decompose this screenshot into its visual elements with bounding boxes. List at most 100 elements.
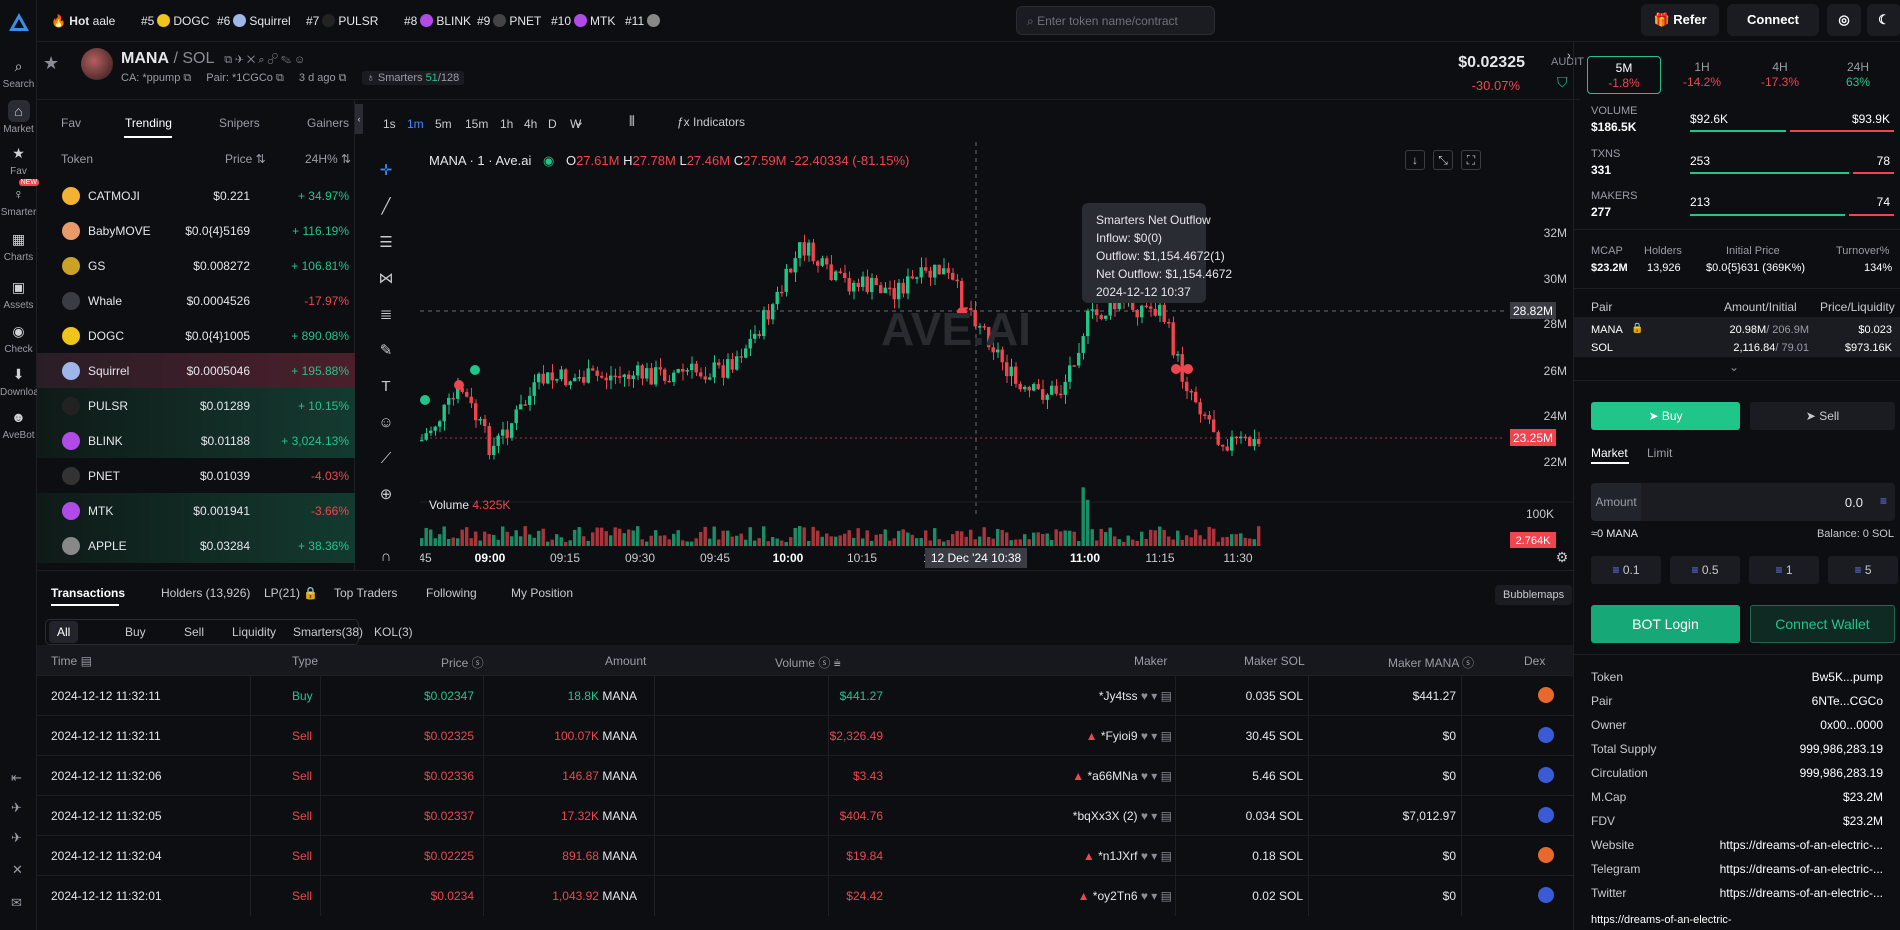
text-tool-icon[interactable]: T xyxy=(381,378,391,395)
table-row[interactable]: 2024-12-12 11:32:06 Sell $0.02336 146.87 MA… xyxy=(37,755,1573,796)
telegram-group-icon[interactable]: ✈ xyxy=(11,830,22,845)
nav-check[interactable]: ◉ Check xyxy=(0,320,37,355)
hot-item[interactable]: #8 BLINK xyxy=(404,14,471,28)
tab-trending[interactable]: Trending xyxy=(125,116,172,130)
refer-button[interactable]: 🎁 Refer xyxy=(1641,4,1719,36)
cell-maker[interactable]: ▲ *oy2Tn6 ♥ ▾ ▤ xyxy=(1077,889,1172,903)
candle-type-icon[interactable]: ⫴ xyxy=(629,113,635,129)
trending-row[interactable]: BabyMOVE $0.0{4}5169 + 116.19% xyxy=(37,213,355,248)
pattern-tool-icon[interactable]: ⋈ xyxy=(378,270,394,287)
trending-row[interactable]: GS $0.008272 + 106.81% xyxy=(37,248,355,283)
zoom-icon[interactable]: ⊕ xyxy=(379,486,393,503)
maker-actions-icon[interactable]: ♥ ▾ ▤ xyxy=(1137,729,1172,743)
timeframe-1s[interactable]: 1s xyxy=(383,117,396,131)
col-24h[interactable]: 24H% ⇅ xyxy=(305,152,352,166)
quick-amount-button[interactable]: ≡ 0.5 xyxy=(1670,556,1740,584)
cell-maker[interactable]: *bqXx3X (2) ♥ ▾ ▤ xyxy=(1072,809,1172,823)
expand-chevron-icon[interactable]: ⌄ xyxy=(1729,360,1740,374)
copy-icon[interactable]: ⧉ ✈ ✕ ⌕ ☍ ✎ ☺ xyxy=(224,54,306,66)
maker-actions-icon[interactable]: ♥ ▾ ▤ xyxy=(1137,889,1172,903)
period-4h[interactable]: 4H -17.3% xyxy=(1760,60,1800,89)
timeframe-W[interactable]: W xyxy=(570,117,582,131)
hot-item[interactable]: #5 DOGC xyxy=(141,14,209,28)
tab-my[interactable]: My Position xyxy=(511,586,574,600)
favorite-star-icon[interactable]: ★ xyxy=(43,53,60,73)
trending-row[interactable]: CATMOJI $0.221 + 34.97% xyxy=(37,178,355,213)
trending-row[interactable]: PULSR $0.01289 + 10.15% xyxy=(37,388,355,423)
filter-kol[interactable]: KOL(3) xyxy=(374,625,413,639)
arrow-down-icon[interactable]: ↓ xyxy=(1405,150,1425,170)
timeframe-1m[interactable]: 1m xyxy=(407,117,424,131)
dex-icon[interactable] xyxy=(1538,847,1554,863)
timeframe-15m[interactable]: 15m xyxy=(465,117,489,131)
horizontal-lines-icon[interactable]: ☰ xyxy=(379,234,393,251)
trending-row[interactable]: BLINK $0.01188 + 3,024.13% xyxy=(37,423,355,458)
hot-item[interactable]: #6 Squirrel xyxy=(217,14,291,28)
collapse-left-icon[interactable]: ‹ xyxy=(355,104,363,134)
cell-maker[interactable]: ▲ *Fyioi9 ♥ ▾ ▤ xyxy=(1085,729,1172,743)
filter-sell[interactable]: Sell xyxy=(184,625,205,639)
info-row[interactable]: Website https://dreams-of-an-electric-... xyxy=(1591,838,1883,852)
timeframe-4h[interactable]: 4h xyxy=(524,117,538,131)
col-price[interactable]: Price ⇅ xyxy=(225,152,266,166)
tab-transactions[interactable]: Transactions xyxy=(51,586,126,600)
hot-item-partial[interactable]: aale xyxy=(92,14,116,28)
hot-item[interactable]: #9 PNET xyxy=(477,14,541,28)
timeframe-5m[interactable]: 5m xyxy=(435,117,452,131)
nav-assets[interactable]: ▣ Assets xyxy=(0,276,37,311)
quick-amount-button[interactable]: ≡ 5 xyxy=(1828,556,1898,584)
dex-icon[interactable] xyxy=(1538,887,1554,903)
dex-icon[interactable] xyxy=(1538,727,1554,743)
cell-maker[interactable]: ▲ *a66MNa ♥ ▾ ▤ xyxy=(1072,769,1172,783)
compress-icon[interactable]: ⤡ xyxy=(1433,150,1453,170)
dex-icon[interactable] xyxy=(1538,767,1554,783)
nav-market[interactable]: ⌂ Market xyxy=(0,100,37,135)
filter-liquidity[interactable]: Liquidity xyxy=(232,625,277,639)
magnet-icon[interactable]: ∩ xyxy=(380,548,392,565)
table-row[interactable]: 2024-12-12 11:32:04 Sell $0.02225 891.68 MA… xyxy=(37,835,1573,876)
dex-icon[interactable] xyxy=(1538,687,1554,703)
tab-gainers[interactable]: Gainers xyxy=(307,116,350,130)
smarter-marker-icon[interactable] xyxy=(454,380,464,390)
th-volume[interactable]: Volume ⓢ ⩧ xyxy=(775,656,841,670)
fib-tool-icon[interactable]: ≣ xyxy=(379,306,393,323)
nav-search[interactable]: ⌕ Search xyxy=(0,55,37,90)
trending-row[interactable]: MTK $0.001941 -3.66% xyxy=(37,493,355,528)
contract-address[interactable]: CA: *ppump xyxy=(121,72,181,84)
nav-charts[interactable]: ▦ Charts xyxy=(0,228,37,263)
table-row[interactable]: 2024-12-12 11:32:11 Buy $0.02347 18.8K MANA… xyxy=(37,675,1573,716)
ave-logo[interactable] xyxy=(8,12,30,32)
filter-smarters[interactable]: Smarters(38) xyxy=(293,625,364,639)
period-24h[interactable]: 24H 63% xyxy=(1845,60,1871,89)
chart-settings-icon[interactable]: ⚙ xyxy=(1556,549,1569,565)
nav-download[interactable]: ⬇ Download xyxy=(0,363,44,398)
line-tool-icon[interactable]: ╱ xyxy=(381,198,391,215)
trending-row[interactable]: PNET $0.01039 -4.03% xyxy=(37,458,355,493)
candlestick-chart[interactable]: 32M 30M 28M 26M 24M 22M 28.82M 23.25M 100K 2.764K… xyxy=(420,140,1573,570)
filter-buy[interactable]: Buy xyxy=(125,625,146,639)
amount-input[interactable]: Amount 0.0 ≡ xyxy=(1591,483,1895,521)
smarter-marker-icon[interactable] xyxy=(1171,364,1181,374)
maker-actions-icon[interactable]: ♥ ▾ ▤ xyxy=(1137,769,1172,783)
filter-all[interactable]: All xyxy=(49,621,79,643)
table-row[interactable]: 2024-12-12 11:32:05 Sell $0.02337 17.32K MA… xyxy=(37,795,1573,836)
nav-smarter[interactable]: ♀ NEW Smarter xyxy=(0,179,39,218)
smarter-marker-icon[interactable] xyxy=(957,307,967,317)
tab-top[interactable]: Top Traders xyxy=(334,586,398,600)
tab-fav[interactable]: Fav xyxy=(61,116,82,130)
timeframe-D[interactable]: D xyxy=(548,117,557,131)
period-5m[interactable]: 5M -1.8% xyxy=(1587,56,1661,94)
bubblemaps-button[interactable]: Bubblemaps xyxy=(1495,585,1573,605)
indicators-button[interactable]: ƒx Indicators xyxy=(677,115,746,129)
tab-holders[interactable]: Holders (13,926) xyxy=(161,586,251,600)
cell-maker[interactable]: ▲ *n1JXrf ♥ ▾ ▤ xyxy=(1082,849,1172,863)
smarter-marker-icon[interactable] xyxy=(470,365,480,375)
nav-avebot[interactable]: ☻ AveBot xyxy=(0,406,37,441)
period-1h[interactable]: 1H -14.2% xyxy=(1682,60,1722,89)
mail-icon[interactable]: ✉ xyxy=(11,895,22,910)
telegram-icon[interactable]: ✈ xyxy=(11,800,22,815)
crosshair-icon[interactable]: ✛ xyxy=(379,162,393,179)
panel-collapse-icon[interactable]: › xyxy=(1567,50,1571,62)
trending-row[interactable]: DOGC $0.0{4}1005 + 890.08% xyxy=(37,318,355,353)
search-input[interactable]: ⌕ Enter token name/contract xyxy=(1016,6,1215,35)
